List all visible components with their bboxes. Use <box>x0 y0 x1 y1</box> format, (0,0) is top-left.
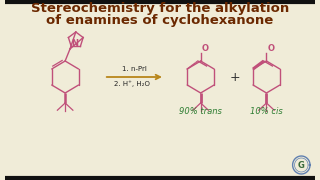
Text: 90% trans: 90% trans <box>179 107 222 116</box>
Text: O: O <box>268 44 275 53</box>
Text: of enamines of cyclohexanone: of enamines of cyclohexanone <box>46 14 274 27</box>
Text: 2. H⁺, H₂O: 2. H⁺, H₂O <box>115 80 150 87</box>
Text: O: O <box>202 44 209 53</box>
Text: N: N <box>71 39 78 48</box>
Text: 1. n-PrI: 1. n-PrI <box>122 66 147 72</box>
Text: 10% cis: 10% cis <box>250 107 283 116</box>
Text: +: + <box>229 71 240 84</box>
Text: Stereochemistry for the alkylation: Stereochemistry for the alkylation <box>31 2 289 15</box>
Text: G: G <box>298 161 305 170</box>
